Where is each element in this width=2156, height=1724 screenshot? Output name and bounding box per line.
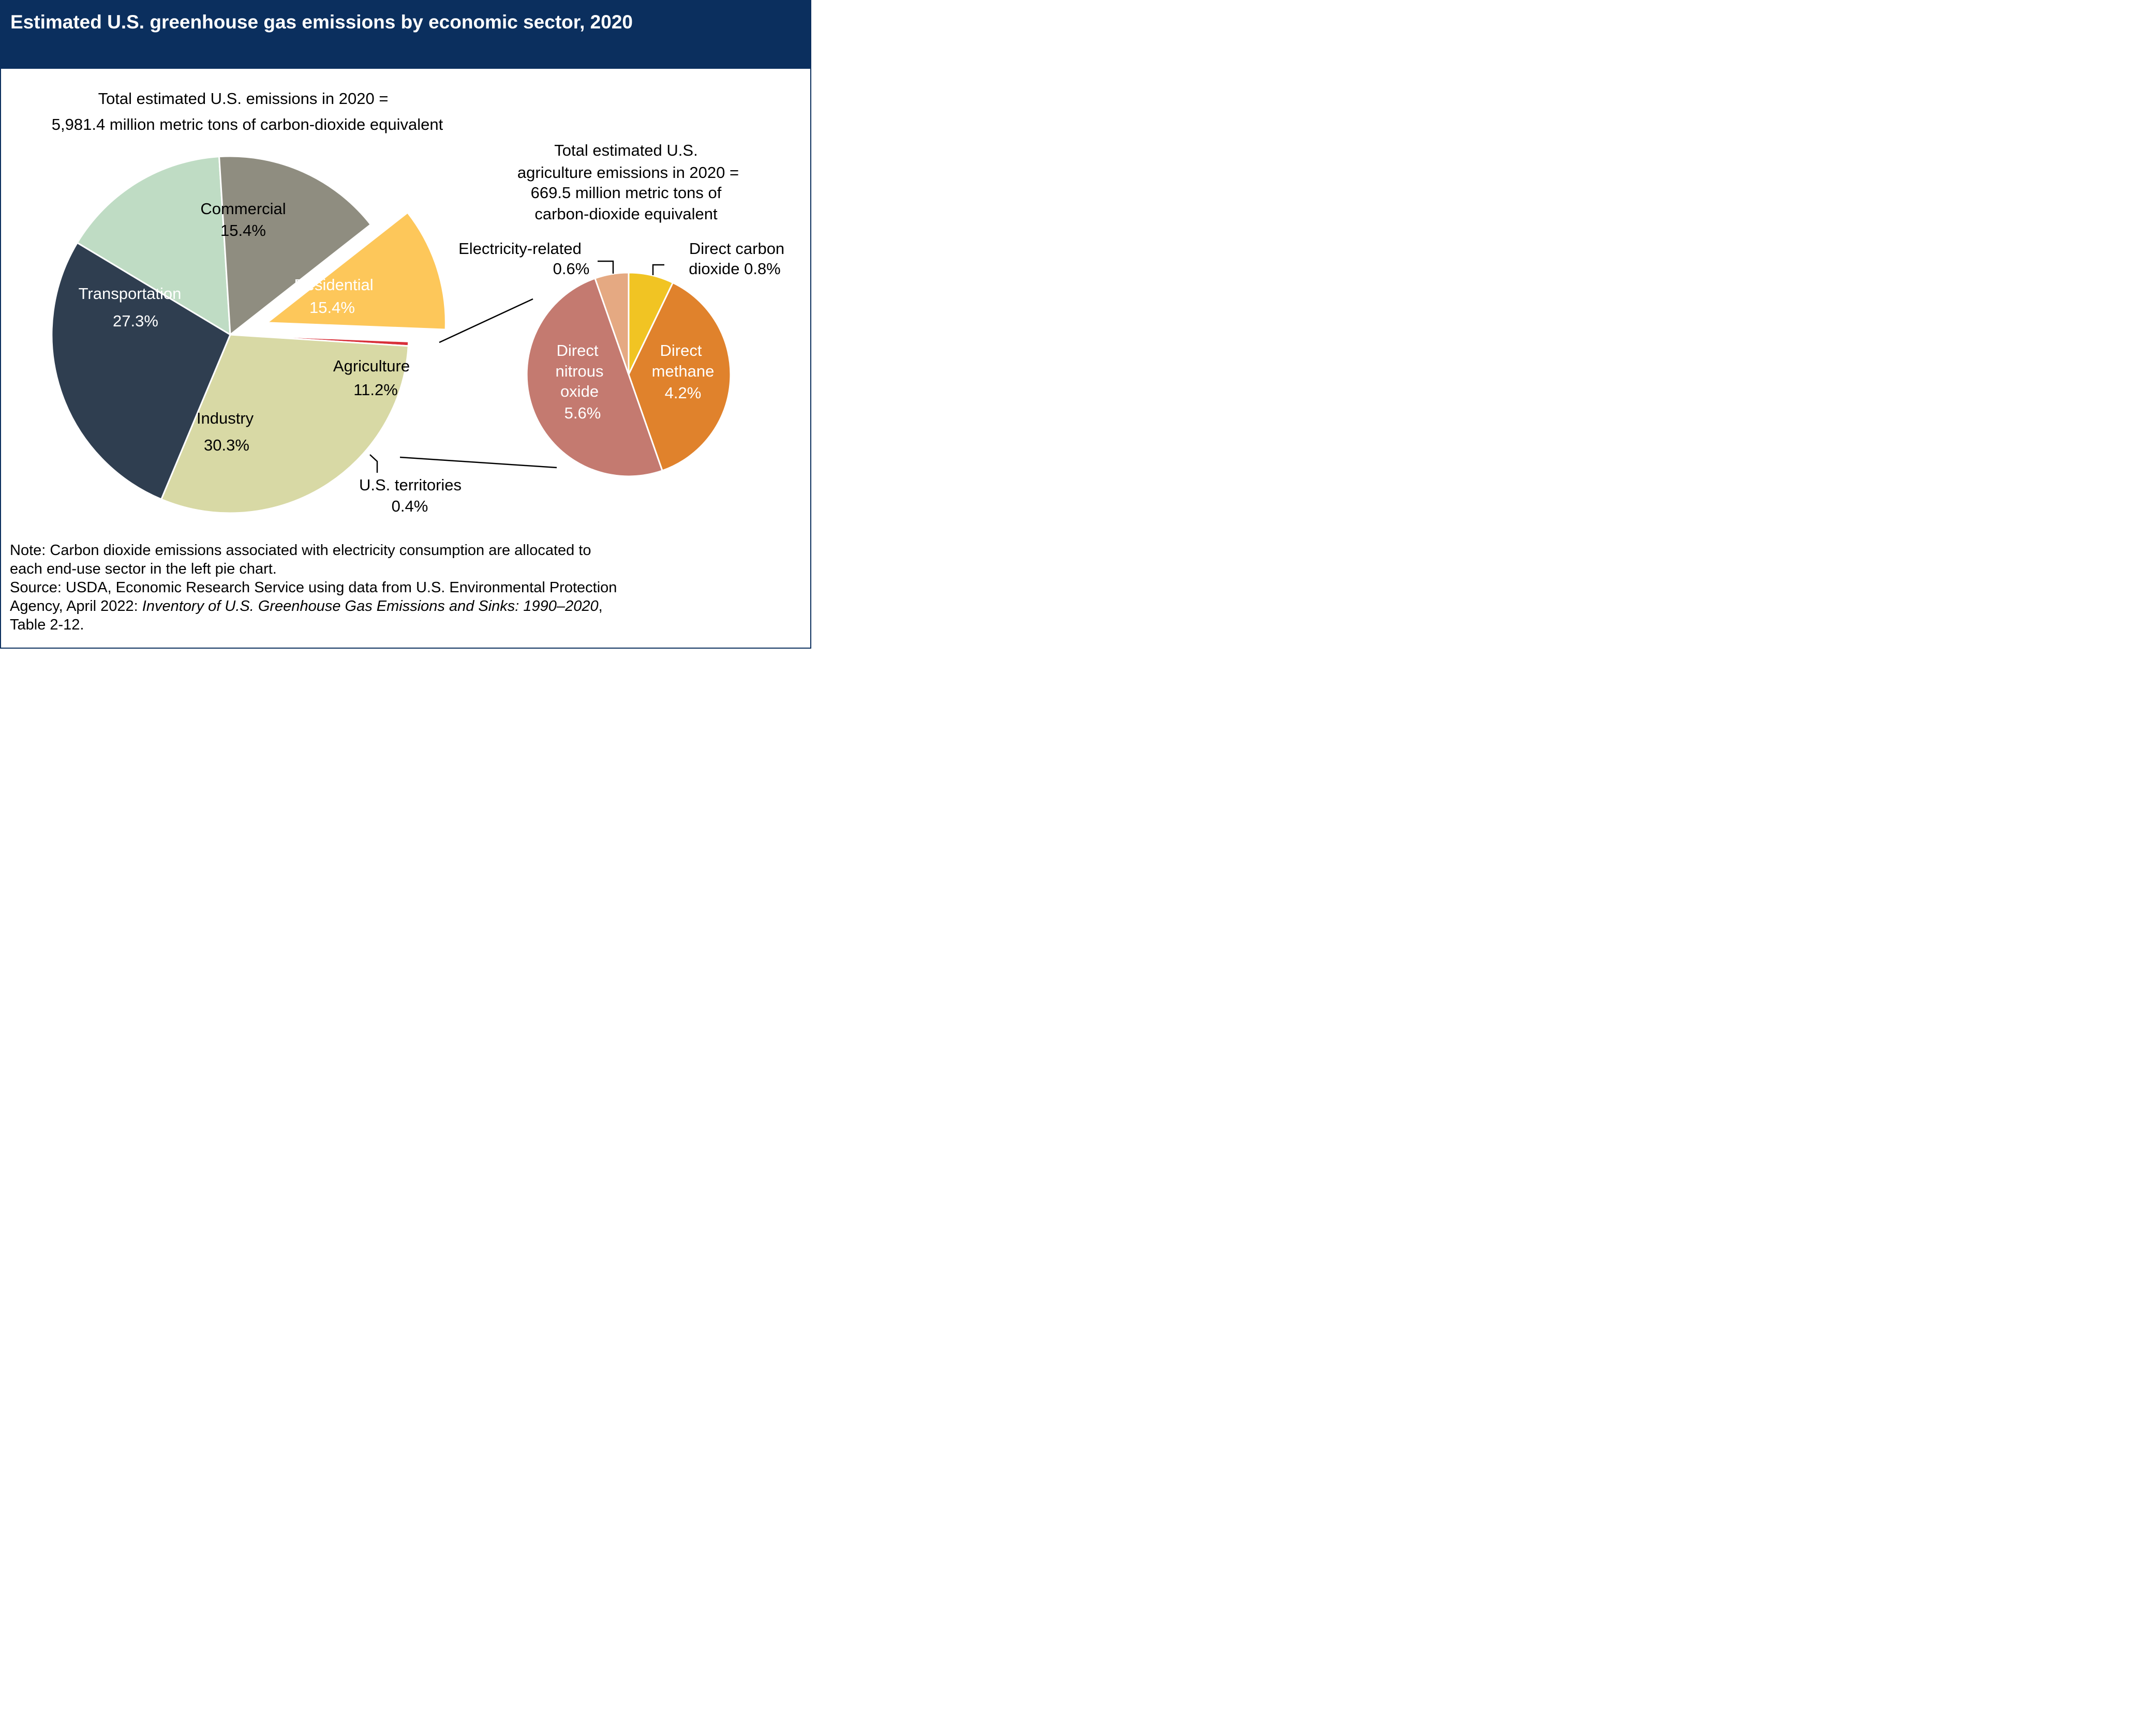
residential-value: 15.4% xyxy=(309,298,355,317)
ag-pie-title-line-2: agriculture emissions in 2020 = xyxy=(517,163,739,182)
territories-label: U.S. territories xyxy=(359,476,462,494)
note-line-2: each end-use sector in the left pie char… xyxy=(10,561,277,577)
territories-leader xyxy=(369,454,378,473)
industry-value: 30.3% xyxy=(204,436,249,454)
note-block: Note: Carbon dioxide emissions associate… xyxy=(10,541,617,634)
commercial-label: Commercial xyxy=(200,200,286,218)
nitrous-value: 5.6% xyxy=(564,404,601,422)
agriculture-label: Agriculture xyxy=(333,357,410,375)
co2-leader xyxy=(652,264,664,275)
agriculture-value: 11.2% xyxy=(353,381,398,399)
chart-title: Estimated U.S. greenhouse gas emissions … xyxy=(10,11,633,33)
connector-line-top xyxy=(439,298,533,343)
main-pie-title-line-2: 5,981.4 million metric tons of carbon-di… xyxy=(51,115,443,133)
co2-value: dioxide 0.8% xyxy=(689,260,781,278)
title-bar: Estimated U.S. greenhouse gas emissions … xyxy=(1,1,810,69)
nitrous-label-3: oxide xyxy=(560,382,599,400)
industry-label: Industry xyxy=(196,409,254,427)
co2-label: Direct carbon xyxy=(689,239,785,258)
electricity-value: 0.6% xyxy=(553,260,590,278)
methane-label-2: methane xyxy=(651,362,715,380)
source-line-1: Source: USDA, Economic Research Service … xyxy=(10,579,617,596)
territories-value: 0.4% xyxy=(391,497,428,515)
main-pie-title-line-1: Total estimated U.S. emissions in 2020 = xyxy=(98,89,389,108)
leader-lines xyxy=(369,260,664,473)
commercial-value: 15.4% xyxy=(220,221,266,239)
methane-label-1: Direct xyxy=(660,341,702,359)
industry-slice xyxy=(160,334,409,514)
charts-canvas xyxy=(51,155,732,514)
ag-pie-title-line-4: carbon-dioxide equivalent xyxy=(534,205,718,223)
transportation-slice xyxy=(51,242,231,500)
agriculture-pie xyxy=(526,272,732,477)
direct-nitrous-oxide-slice xyxy=(526,277,663,477)
electricity-label: Electricity-related xyxy=(458,239,582,258)
direct-methane-slice xyxy=(628,282,732,472)
residential-label: Residential xyxy=(294,276,374,294)
commercial-slice xyxy=(76,156,231,336)
note-line-1: Note: Carbon dioxide emissions associate… xyxy=(10,542,591,559)
agriculture-slice xyxy=(266,212,447,331)
nitrous-label-2: nitrous xyxy=(555,362,604,380)
transportation-value: 27.3% xyxy=(113,312,158,330)
source-line-2: Agency, April 2022: Inventory of U.S. Gr… xyxy=(10,597,617,616)
nitrous-label-1: Direct xyxy=(556,341,599,359)
source-suffix: , xyxy=(598,598,603,614)
chart-frame: Estimated U.S. greenhouse gas emissions … xyxy=(0,0,811,649)
residential-slice xyxy=(218,155,371,336)
transportation-label: Transportation xyxy=(78,284,182,303)
main-pie xyxy=(51,155,447,514)
source-report-title: Inventory of U.S. Greenhouse Gas Emissio… xyxy=(142,598,599,614)
ag-pie-title-line-3: 669.5 million metric tons of xyxy=(530,184,722,202)
methane-value: 4.2% xyxy=(664,384,702,402)
connector-line-bottom xyxy=(399,456,557,469)
source-agency: Agency, April 2022: xyxy=(10,598,142,614)
ag-pie-title-line-1: Total estimated U.S. xyxy=(554,141,698,159)
source-line-3: Table 2-12. xyxy=(10,617,84,633)
electricity-leader xyxy=(598,260,614,274)
electricity-related-slice xyxy=(594,272,630,376)
